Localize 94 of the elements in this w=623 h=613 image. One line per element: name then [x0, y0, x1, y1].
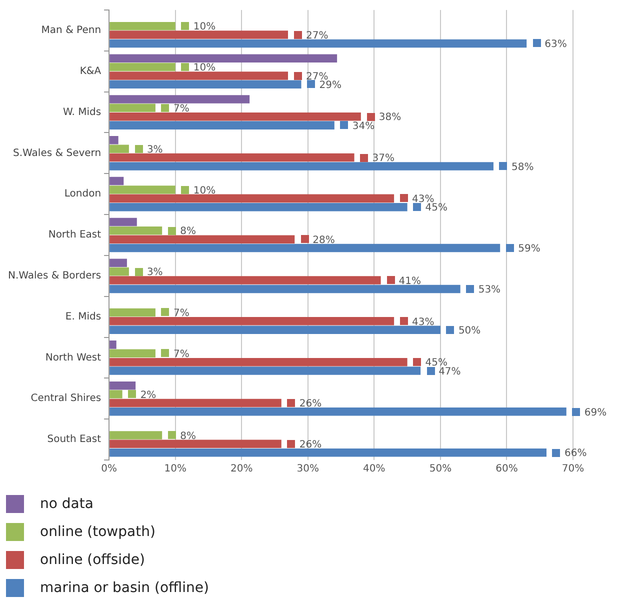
data-label: 2% — [140, 390, 156, 401]
bar — [110, 30, 288, 39]
y-tick-label: Central Shires — [30, 393, 102, 404]
data-label: 53% — [478, 284, 501, 296]
data-label: 45% — [425, 202, 448, 214]
data-label: 10% — [193, 185, 216, 196]
data-label: 7% — [173, 104, 190, 115]
x-tick-label: 30% — [296, 464, 320, 475]
data-label: 41% — [398, 276, 422, 287]
bar — [110, 390, 122, 398]
x-tick-label: 0% — [101, 464, 118, 475]
bar — [110, 326, 440, 334]
legend-label: no data — [40, 496, 94, 512]
bar — [110, 95, 250, 104]
bar — [110, 408, 566, 416]
x-tick-label: 70% — [562, 464, 584, 475]
bar — [110, 244, 500, 252]
data-label: 69% — [584, 407, 607, 418]
bar — [110, 258, 127, 267]
bar — [110, 218, 137, 226]
data-label: 66% — [564, 448, 587, 460]
data-label: 3% — [146, 267, 163, 278]
y-tick-label: S.Wales & Severn — [13, 148, 102, 159]
data-label: 7% — [173, 348, 190, 360]
data-label: 28% — [312, 234, 335, 246]
bar — [110, 317, 394, 326]
bar — [110, 121, 334, 130]
x-tick-label: 60% — [496, 464, 518, 475]
legend-label: marina or basin (offline) — [40, 580, 209, 596]
data-label: 63% — [544, 39, 567, 50]
bar — [110, 80, 302, 89]
y-tick-label: E. Mids — [65, 311, 102, 322]
bar — [110, 448, 546, 457]
bar — [110, 136, 118, 144]
data-label: 47% — [438, 366, 461, 378]
bar — [110, 72, 288, 80]
bar — [110, 54, 338, 62]
data-label: 10% — [193, 62, 216, 74]
legend-label: online (towpath) — [40, 524, 156, 540]
bar — [110, 276, 381, 284]
y-tick-label: N.Wales & Borders — [8, 270, 102, 282]
bar — [110, 39, 527, 48]
x-tick-label: 40% — [363, 464, 386, 475]
bar — [110, 267, 129, 276]
data-label: 8% — [180, 430, 196, 442]
bar — [110, 104, 156, 112]
y-tick-label: W. Mids — [63, 106, 102, 118]
bar — [110, 112, 361, 121]
data-label: 34% — [352, 120, 375, 132]
data-label: 7% — [173, 308, 190, 320]
data-label: 29% — [319, 80, 342, 91]
y-tick-label: Man & Penn — [41, 25, 102, 36]
bar — [110, 358, 408, 366]
data-label: 37% — [372, 153, 395, 164]
data-label: 26% — [299, 439, 322, 450]
y-tick-label: K&A — [80, 66, 102, 77]
data-label: 26% — [299, 398, 322, 410]
data-label: 38% — [378, 112, 402, 124]
y-tick-label: North East — [48, 230, 102, 241]
bar — [110, 62, 176, 72]
x-tick-label: 10% — [164, 464, 186, 475]
bar — [110, 176, 124, 186]
bar — [110, 162, 494, 170]
data-label: 27% — [306, 30, 328, 42]
bar — [110, 349, 156, 358]
bar — [110, 431, 162, 440]
bar — [110, 194, 394, 203]
data-label: 59% — [518, 244, 540, 255]
bar — [110, 226, 162, 235]
bar — [110, 381, 136, 390]
bar — [110, 308, 156, 317]
data-label: 8% — [180, 226, 196, 238]
legend-label: online (offside) — [40, 552, 145, 568]
y-tick-label: North West — [45, 352, 102, 364]
bar — [110, 186, 176, 194]
bar — [110, 235, 295, 244]
bar — [110, 144, 129, 153]
y-tick-label: South East — [47, 434, 102, 446]
y-tick-label: London — [64, 188, 102, 200]
bar — [110, 153, 354, 162]
x-tick-label: 20% — [230, 464, 253, 475]
data-label: 3% — [146, 144, 163, 156]
bar — [110, 398, 282, 408]
bar — [110, 440, 282, 448]
bar — [110, 366, 421, 375]
bar — [110, 340, 116, 349]
x-tick-label: 50% — [429, 464, 452, 475]
bar — [110, 284, 460, 294]
data-label: 10% — [193, 22, 216, 33]
data-label: 58% — [511, 162, 534, 173]
bar — [110, 22, 176, 30]
bar — [110, 203, 408, 212]
data-label: 43% — [412, 316, 434, 328]
data-label: 50% — [458, 325, 481, 336]
